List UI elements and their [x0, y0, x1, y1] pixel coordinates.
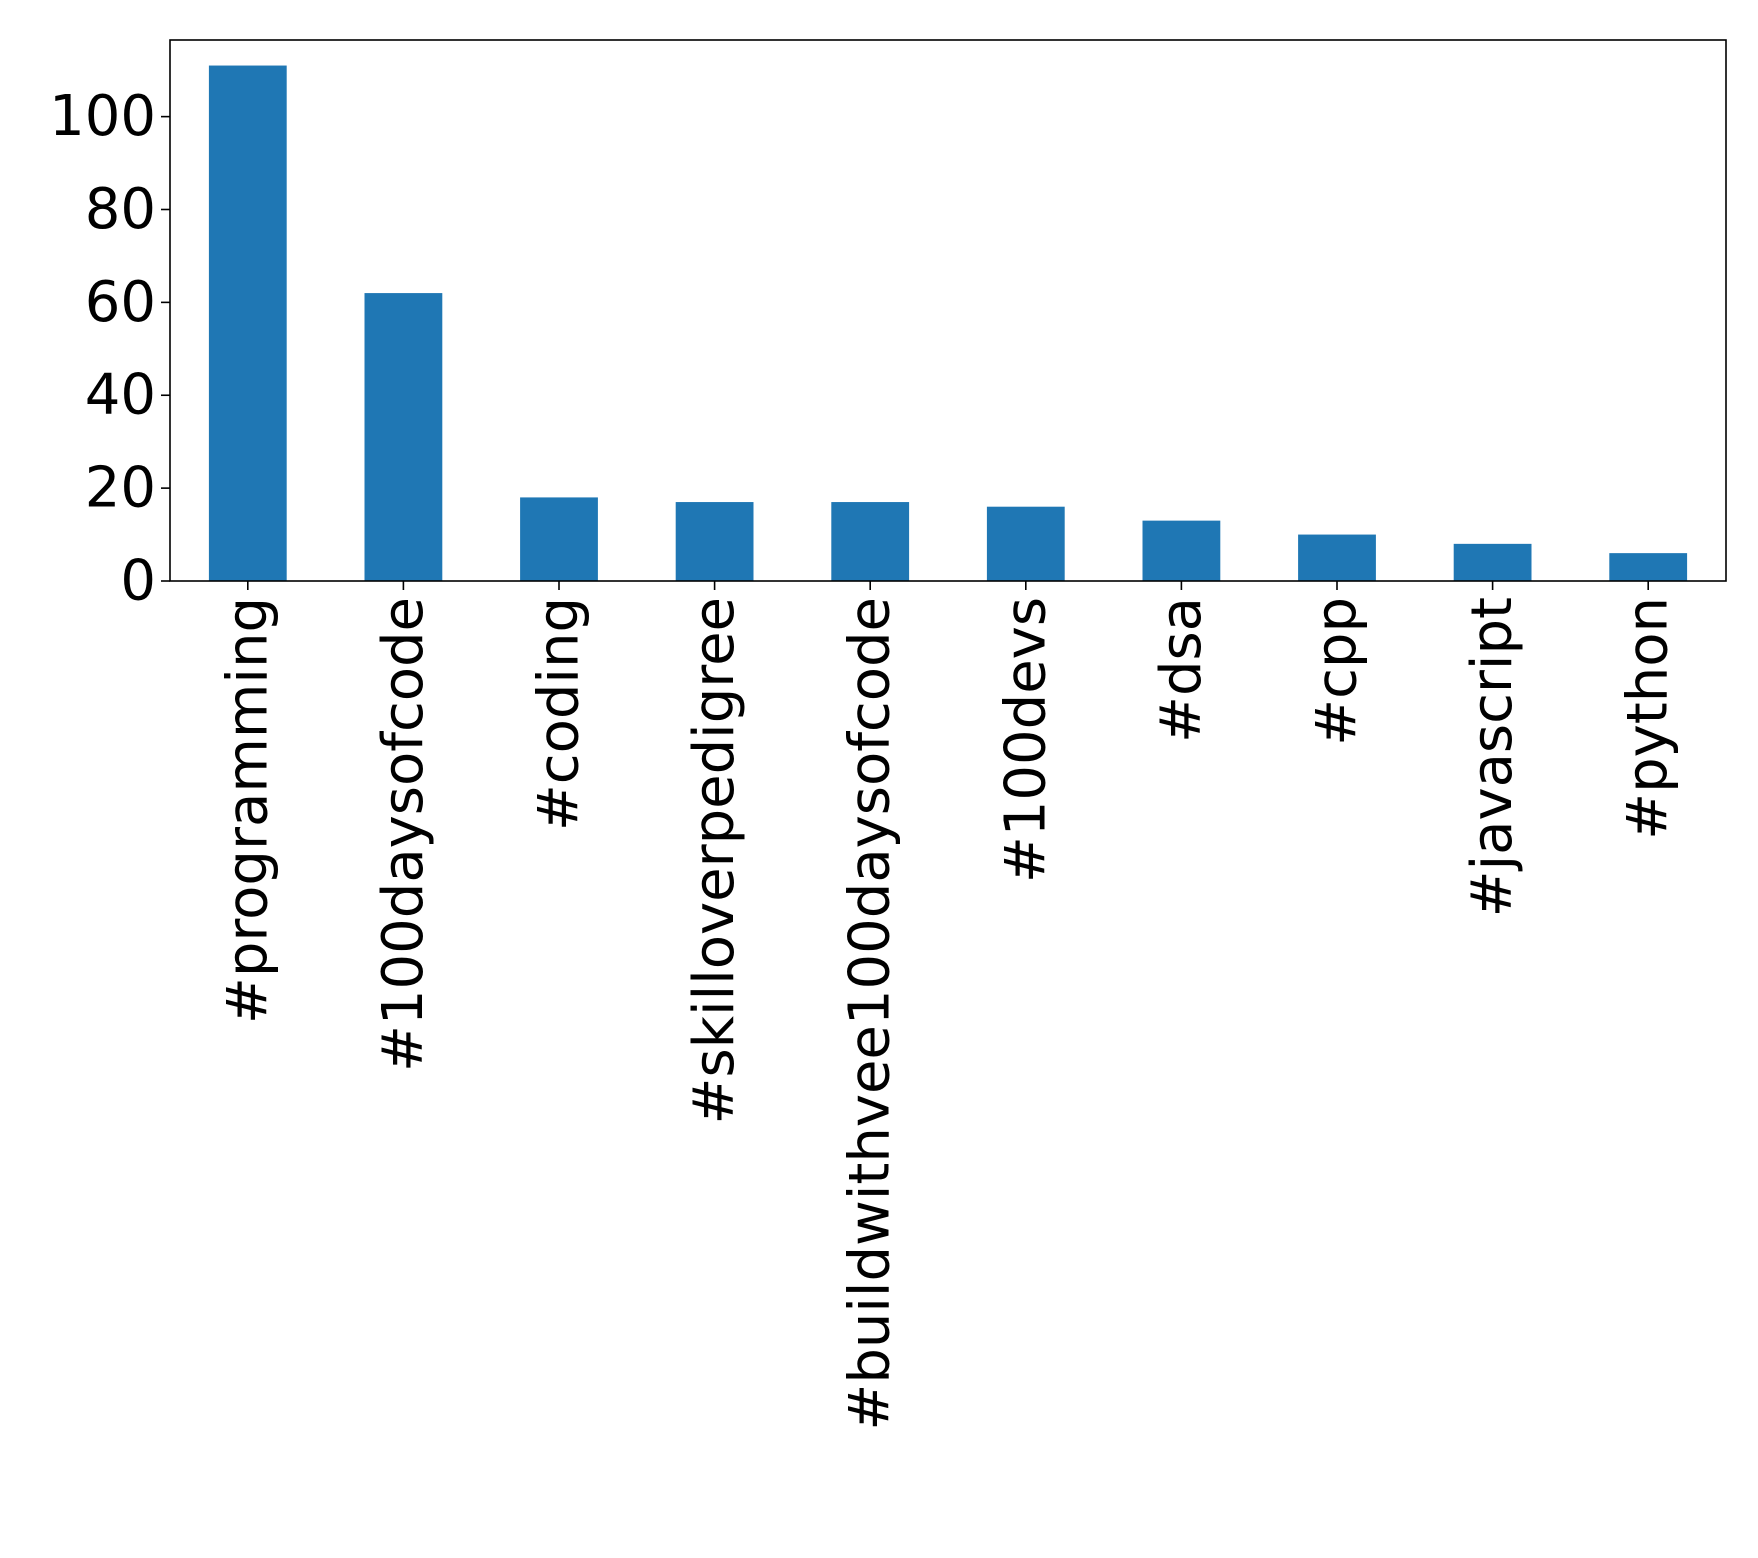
bar	[520, 497, 598, 581]
bar	[1609, 553, 1688, 581]
x-tick-label: #dsa	[1149, 597, 1214, 743]
x-tick-label: #python	[1616, 597, 1681, 840]
plot-frame	[169, 39, 1727, 582]
bar	[208, 65, 287, 581]
x-tick-label: #coding	[527, 597, 592, 831]
bar	[831, 502, 910, 581]
bars-group	[208, 65, 1688, 581]
y-tick-label: 40	[85, 363, 156, 428]
y-tick-label: 80	[85, 177, 156, 242]
x-tick-label: #100devs	[993, 597, 1058, 883]
bar	[675, 502, 754, 581]
x-tick-label: #skilloverpedigree	[682, 597, 747, 1124]
bar	[364, 293, 443, 581]
bar	[1298, 534, 1376, 581]
y-tick-label: 0	[120, 549, 156, 614]
bar	[1453, 543, 1532, 581]
x-tick-label: #100daysofcode	[371, 597, 436, 1072]
x-tick-label: #buildwithvee100daysofcode	[838, 597, 903, 1431]
y-tick-label: 60	[85, 270, 156, 335]
bar	[986, 506, 1065, 581]
bar	[1142, 520, 1221, 581]
x-axis: #programming #100daysofcode #coding #skillo…	[215, 581, 1681, 1431]
x-tick-label: #javascript	[1460, 597, 1525, 917]
x-tick-label: #cpp	[1305, 597, 1370, 746]
y-tick-label: 100	[49, 84, 156, 149]
x-tick-label: #programming	[215, 597, 280, 1024]
y-tick-label: 20	[85, 456, 156, 521]
y-axis: 0 20 40 60 80 100	[49, 84, 170, 614]
